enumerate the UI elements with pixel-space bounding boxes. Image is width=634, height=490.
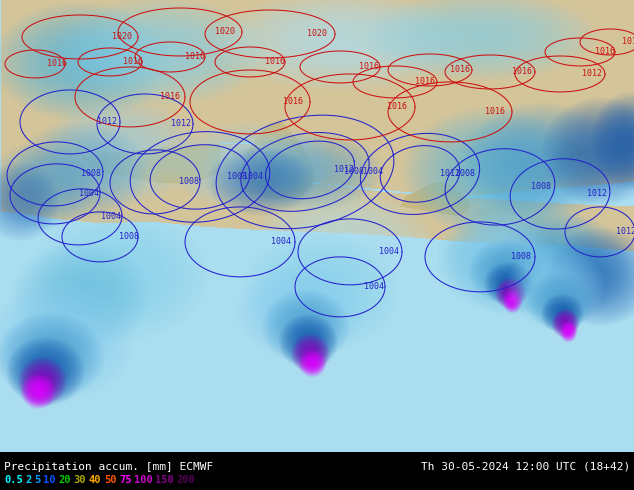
Text: 1012: 1012: [583, 70, 602, 78]
Text: 1004: 1004: [79, 190, 99, 198]
Text: 1016: 1016: [595, 48, 615, 56]
Text: 1004: 1004: [379, 247, 399, 256]
Text: 1012: 1012: [621, 37, 634, 47]
Text: 1016: 1016: [123, 57, 143, 67]
Text: 100: 100: [134, 475, 153, 485]
Text: 1016: 1016: [185, 52, 205, 61]
Text: 1008: 1008: [228, 172, 247, 181]
Text: 1008: 1008: [455, 170, 475, 178]
Text: 40: 40: [89, 475, 101, 485]
Text: 1016: 1016: [484, 107, 505, 117]
Text: 1012: 1012: [98, 118, 117, 126]
Text: 150: 150: [155, 475, 174, 485]
Text: 1004: 1004: [363, 168, 382, 176]
Text: 1008: 1008: [81, 170, 101, 178]
Text: 1008: 1008: [344, 168, 364, 176]
Text: 1012: 1012: [440, 170, 460, 178]
Text: 1004: 1004: [242, 172, 262, 181]
Text: 1016: 1016: [265, 57, 285, 67]
Text: 1016: 1016: [512, 68, 533, 76]
Text: 1012: 1012: [616, 227, 634, 236]
Text: 1020: 1020: [215, 27, 235, 36]
Text: 1016: 1016: [47, 59, 67, 69]
Text: 50: 50: [104, 475, 117, 485]
Text: Precipitation accum. [mm] ECMWF: Precipitation accum. [mm] ECMWF: [4, 462, 213, 472]
Text: 2: 2: [25, 475, 31, 485]
Text: 1016: 1016: [415, 77, 435, 86]
Text: 1008: 1008: [119, 232, 138, 242]
Text: 1012: 1012: [588, 190, 607, 198]
Text: 1008: 1008: [179, 177, 198, 186]
Text: 20: 20: [58, 475, 71, 485]
Text: 30: 30: [74, 475, 86, 485]
Text: 1004: 1004: [271, 237, 291, 246]
Text: 1008: 1008: [531, 182, 551, 192]
Text: 1012: 1012: [333, 166, 354, 174]
Text: 1016: 1016: [387, 102, 407, 111]
Text: 1016: 1016: [359, 62, 378, 72]
Text: 1016: 1016: [450, 66, 470, 74]
Text: 1016: 1016: [160, 93, 179, 101]
Text: 1020: 1020: [112, 32, 132, 42]
Text: 1020: 1020: [307, 29, 327, 39]
Text: 10: 10: [44, 475, 56, 485]
Text: Th 30-05-2024 12:00 UTC (18+42): Th 30-05-2024 12:00 UTC (18+42): [421, 462, 630, 472]
Text: 1012: 1012: [171, 120, 191, 128]
Text: 1016: 1016: [283, 98, 303, 106]
Text: 1008: 1008: [511, 252, 531, 261]
Text: 5: 5: [34, 475, 41, 485]
Text: 200: 200: [176, 475, 195, 485]
Text: 1004: 1004: [101, 212, 122, 221]
Text: 75: 75: [119, 475, 131, 485]
Text: 1004: 1004: [364, 282, 384, 292]
Text: 0.5: 0.5: [4, 475, 23, 485]
